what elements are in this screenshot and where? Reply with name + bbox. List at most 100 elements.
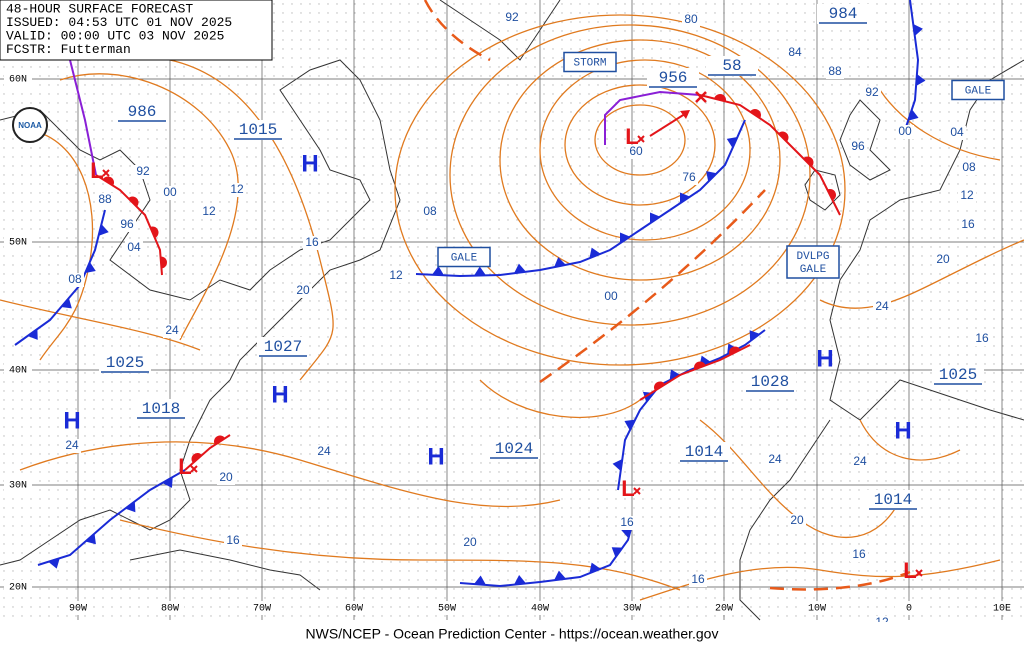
low-center: L — [90, 158, 103, 183]
lon-label: 80W — [161, 604, 179, 615]
isobar-label-bg — [680, 171, 698, 185]
isobar-label: 16 — [975, 331, 989, 345]
cold-front-symbol — [669, 369, 681, 381]
warm-front-symbol — [694, 361, 706, 370]
map-background — [0, 0, 1024, 620]
footer-band — [0, 622, 1024, 652]
isobar-label: 16 — [226, 533, 240, 547]
lat-label: 60N — [9, 75, 27, 86]
header-line: ISSUED: 04:53 UTC 01 NOV 2025 — [6, 15, 232, 30]
cold-front-symbol — [474, 575, 486, 585]
cold-front-symbol — [98, 224, 109, 236]
lon-label: 10E — [993, 604, 1011, 615]
cold-front-symbol — [85, 261, 96, 274]
pressure-label: 984 — [829, 5, 858, 23]
isobar-label: 24 — [65, 438, 79, 452]
cold-front-symbol — [706, 171, 717, 182]
header-line: FCSTR: Futterman — [6, 42, 131, 57]
isobar-label-bg — [315, 445, 333, 459]
warm-front-symbol — [729, 346, 741, 356]
isobar-label-bg — [421, 205, 439, 219]
lon-label: 50W — [438, 604, 456, 615]
isobar-label-bg — [163, 324, 181, 338]
cold-front-symbol — [85, 533, 96, 545]
isobar-label-bg — [503, 11, 521, 25]
low-position — [102, 169, 110, 177]
trough — [539, 189, 766, 384]
isobar-label-bg — [948, 126, 966, 140]
low-position — [915, 569, 923, 577]
isobar-label: 88 — [828, 64, 842, 78]
cold-front-symbol — [162, 477, 173, 488]
cold-front-symbol — [514, 263, 526, 274]
isobar-label: 92 — [136, 164, 150, 178]
low-center: L — [178, 454, 191, 479]
isobar-label: 12 — [389, 268, 403, 282]
lon-label-box — [618, 601, 646, 615]
pressure-box — [706, 56, 758, 76]
pressure-box — [232, 120, 284, 140]
isobar-label: 24 — [165, 323, 179, 337]
lat-label-box — [4, 235, 32, 249]
isobar-label-bg — [682, 13, 700, 27]
isobar-label: 20 — [296, 283, 310, 297]
pressure-box — [116, 102, 168, 122]
front-line — [95, 174, 163, 276]
isobar-label-bg — [618, 516, 636, 530]
isobar-label: 04 — [950, 125, 964, 139]
footer: NWS/NCEP - Ocean Prediction Center - htt… — [306, 626, 719, 642]
low-center: L — [625, 124, 638, 149]
lon-label: 0 — [906, 604, 912, 615]
isobar-label: 00 — [898, 124, 912, 138]
high-center: H — [894, 417, 911, 444]
pressure-box — [932, 365, 984, 385]
pressure-label: 986 — [128, 103, 157, 121]
high-center: H — [271, 381, 288, 408]
isobar-label-bg — [851, 455, 869, 469]
lat-label-box — [4, 72, 32, 86]
pressure-label: 1015 — [239, 121, 277, 139]
lon-label: 90W — [69, 604, 87, 615]
cold-front-symbol — [589, 562, 601, 574]
lon-label-box — [988, 601, 1016, 615]
warning-label: GALE — [800, 264, 827, 276]
fronts — [14, 0, 926, 591]
isobar-label-bg — [627, 145, 645, 159]
warning-label: DVLPG — [796, 251, 829, 263]
high-center: H — [301, 150, 318, 177]
pressure-box — [817, 4, 869, 24]
cold-front-symbol — [554, 257, 566, 268]
warm-front-symbol — [803, 156, 814, 167]
low-center: L — [903, 558, 916, 583]
pressure-box — [257, 337, 309, 357]
isobar-label-bg — [294, 284, 312, 298]
isobar-label: 00 — [163, 185, 177, 199]
isobar-label: 76 — [682, 170, 696, 184]
pressure-box — [678, 442, 730, 462]
warm-front-symbol — [191, 453, 203, 463]
isobar-label-bg — [850, 548, 868, 562]
lon-label-box — [64, 601, 92, 615]
header-box — [0, 0, 273, 61]
cold-front-symbol — [916, 74, 926, 86]
cold-front-symbol — [589, 247, 601, 259]
cold-front-symbol — [908, 109, 919, 121]
trough — [423, 0, 491, 62]
isobar-label: 84 — [788, 45, 802, 59]
cold-front-symbol — [61, 297, 72, 309]
isobar-label: 16 — [620, 515, 634, 529]
isobar-label: 08 — [68, 272, 82, 286]
isobar-label-bg — [602, 290, 620, 304]
isobar-label: 08 — [423, 204, 437, 218]
cold-front-symbol — [680, 192, 690, 204]
lon-label-box — [710, 601, 738, 615]
warning-label: GALE — [965, 85, 992, 97]
high-center: H — [427, 443, 444, 470]
graticule — [0, 0, 1024, 620]
isobar-label: 08 — [962, 160, 976, 174]
isobar-label-bg — [125, 241, 143, 255]
lat-label: 40N — [9, 366, 27, 377]
pressure-label: 1018 — [142, 400, 180, 418]
